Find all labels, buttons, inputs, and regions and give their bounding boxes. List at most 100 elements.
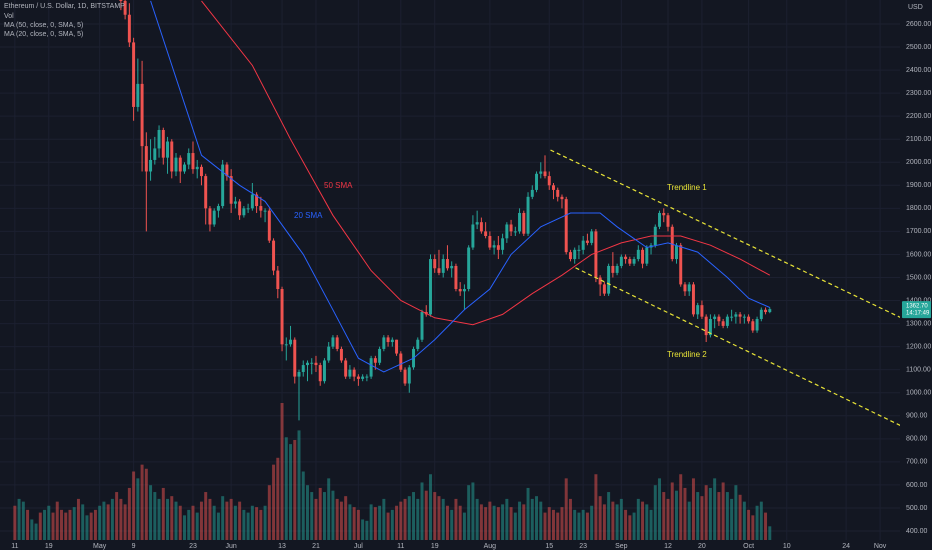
volume-bar bbox=[539, 501, 543, 540]
volume-bar bbox=[183, 515, 186, 540]
volume-layer bbox=[13, 403, 772, 540]
volume-bar bbox=[335, 498, 339, 540]
candle-body bbox=[552, 185, 555, 190]
candle-body bbox=[352, 369, 356, 377]
volume-bar bbox=[322, 492, 326, 540]
volume-bar bbox=[713, 478, 717, 540]
volume-bar bbox=[365, 520, 369, 540]
candle-body bbox=[403, 369, 407, 384]
candle-body bbox=[216, 206, 220, 211]
volume-bar bbox=[123, 504, 127, 540]
candle-body bbox=[755, 318, 759, 331]
candle-body bbox=[619, 256, 623, 266]
candle-body bbox=[238, 201, 242, 216]
volume-bar bbox=[166, 498, 170, 540]
volume-bar bbox=[755, 505, 759, 540]
candle-body bbox=[437, 268, 441, 273]
candle-body bbox=[666, 215, 670, 227]
candle-body bbox=[717, 316, 721, 322]
volume-bar bbox=[284, 437, 288, 540]
candle-body bbox=[454, 265, 458, 290]
candle-body bbox=[675, 245, 678, 260]
volume-bar bbox=[310, 492, 314, 540]
volume-bar bbox=[306, 485, 309, 540]
x-tick-label: 9 bbox=[132, 543, 136, 550]
volume-bar bbox=[348, 504, 352, 540]
volume-bar bbox=[590, 505, 594, 540]
volume-bar bbox=[496, 507, 500, 540]
candle-body bbox=[386, 337, 390, 343]
candle-body bbox=[399, 353, 403, 370]
volume-bar bbox=[43, 509, 47, 540]
x-tick-label: 13 bbox=[278, 543, 286, 550]
volume-bar bbox=[433, 492, 437, 540]
y-tick-label: 700.00 bbox=[906, 459, 928, 466]
volume-bar bbox=[679, 474, 683, 540]
volume-bar bbox=[356, 509, 360, 540]
candle-body bbox=[369, 358, 373, 377]
candle-body bbox=[255, 194, 259, 207]
volume-bar bbox=[373, 507, 377, 540]
candle-body bbox=[429, 259, 432, 315]
y-tick-label: 1700.00 bbox=[906, 228, 931, 235]
volume-bar bbox=[272, 464, 276, 540]
candle-body bbox=[628, 259, 632, 264]
volume-bar bbox=[250, 505, 254, 540]
x-tick-label: Oct bbox=[743, 543, 754, 550]
candle-body bbox=[467, 247, 471, 290]
volume-bar bbox=[424, 490, 428, 540]
candle-body bbox=[170, 141, 174, 172]
volume-bar bbox=[543, 512, 547, 540]
candle-body bbox=[518, 212, 522, 232]
volume-bar bbox=[568, 498, 572, 540]
volume-bar bbox=[441, 498, 445, 540]
candle-body bbox=[297, 371, 301, 377]
volume-bar bbox=[13, 505, 17, 540]
volume-bar bbox=[297, 430, 301, 540]
candle-body bbox=[306, 362, 309, 366]
y-tick-label: 1100.00 bbox=[906, 367, 931, 374]
volume-bar bbox=[645, 504, 649, 540]
candle-body bbox=[624, 256, 628, 260]
volume-bar bbox=[161, 487, 165, 540]
candle-body bbox=[289, 339, 293, 345]
volume-bar bbox=[602, 504, 606, 540]
candle-body bbox=[208, 208, 212, 225]
x-tick-label: Jul bbox=[354, 543, 363, 550]
volume-bar bbox=[85, 515, 89, 540]
x-tick-label: 23 bbox=[579, 543, 587, 550]
candle-body bbox=[704, 316, 708, 336]
candle-body bbox=[378, 348, 382, 363]
candle-body bbox=[568, 252, 572, 260]
volume-bar bbox=[170, 496, 174, 540]
line-layer bbox=[150, 0, 900, 426]
volume-bar bbox=[153, 492, 157, 540]
volume-bar bbox=[102, 501, 106, 540]
volume-bar bbox=[140, 464, 144, 540]
volume-bar bbox=[751, 515, 755, 540]
candle-body bbox=[611, 265, 615, 273]
volume-bar bbox=[17, 498, 21, 540]
candle-body bbox=[450, 265, 454, 269]
y-tick-label: 1500.00 bbox=[906, 274, 931, 281]
candle-body bbox=[433, 259, 437, 269]
volume-bar bbox=[649, 509, 653, 540]
volume-bar bbox=[204, 492, 208, 540]
candle-body bbox=[721, 321, 725, 326]
volume-bar bbox=[327, 478, 331, 540]
y-tick-label: 2400.00 bbox=[906, 67, 931, 74]
candle-body bbox=[199, 166, 203, 177]
candle-body bbox=[747, 316, 751, 322]
x-tick-label: 19 bbox=[431, 543, 439, 550]
candle-body bbox=[119, 0, 123, 1]
volume-bar bbox=[34, 523, 38, 540]
volume-bar bbox=[89, 512, 93, 540]
candle-body bbox=[713, 316, 717, 319]
candle-body bbox=[662, 212, 666, 216]
candle-body bbox=[183, 164, 186, 172]
volume-bar bbox=[764, 512, 768, 540]
volume-bar bbox=[458, 505, 462, 540]
volume-bar bbox=[704, 485, 708, 540]
volume-bar bbox=[662, 492, 666, 540]
volume-bar bbox=[233, 505, 237, 540]
